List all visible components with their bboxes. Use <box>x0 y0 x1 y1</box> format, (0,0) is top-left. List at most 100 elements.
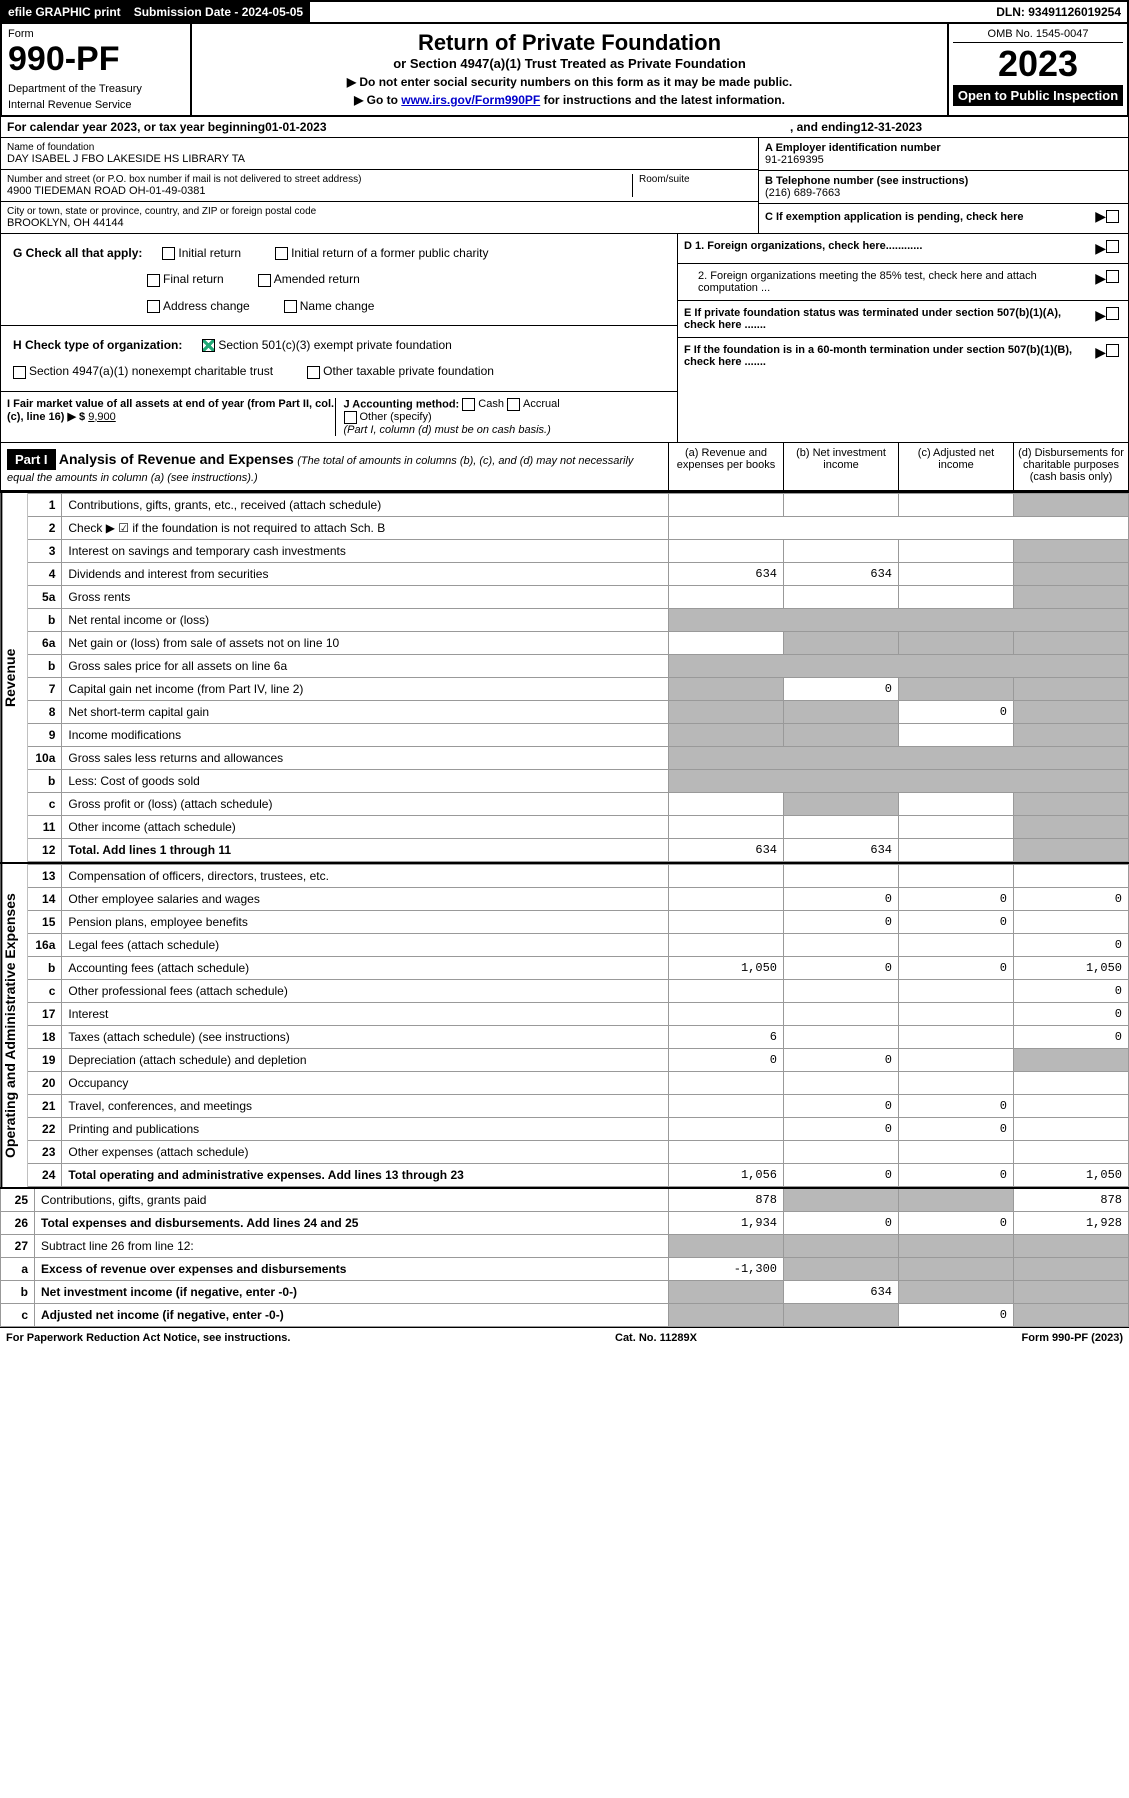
table-row: 9Income modifications <box>28 723 1129 746</box>
row-number: b <box>28 769 62 792</box>
e-checkbox[interactable] <box>1106 307 1119 320</box>
merged-cell <box>669 608 1129 631</box>
g-address-checkbox[interactable] <box>147 300 160 313</box>
table-row: 21Travel, conferences, and meetings00 <box>28 1094 1129 1117</box>
cell-col-c: 0 <box>899 1163 1014 1186</box>
row-number: 2 <box>28 516 62 539</box>
table-row: cAdjusted net income (if negative, enter… <box>1 1303 1129 1326</box>
row-label: Total. Add lines 1 through 11 <box>62 838 669 861</box>
g-opt-name: Name change <box>300 299 375 313</box>
h-4947-checkbox[interactable] <box>13 366 26 379</box>
h-501c3-checkbox[interactable] <box>202 339 215 352</box>
h-other-checkbox[interactable] <box>307 366 320 379</box>
i-label: I Fair market value of all assets at end… <box>7 398 334 423</box>
row-number: 4 <box>28 562 62 585</box>
cell-col-d <box>1014 700 1129 723</box>
row-label: Pension plans, employee benefits <box>62 910 669 933</box>
cell-col-b <box>784 1234 899 1257</box>
cell-col-c <box>899 792 1014 815</box>
cell-col-a <box>669 1071 784 1094</box>
row-label: Less: Cost of goods sold <box>62 769 669 792</box>
d1-label: D 1. Foreign organizations, check here..… <box>684 240 1095 257</box>
row-label: Other income (attach schedule) <box>62 815 669 838</box>
dln-label: DLN: 93491126019254 <box>990 2 1127 22</box>
g-final-checkbox[interactable] <box>147 274 160 287</box>
cell-col-b <box>784 792 899 815</box>
cell-col-a <box>669 1280 784 1303</box>
g-amended-checkbox[interactable] <box>258 274 271 287</box>
form-header: Form 990-PF Department of the Treasury I… <box>0 24 1129 117</box>
cell-col-b <box>784 864 899 887</box>
form-subtitle: or Section 4947(a)(1) Trust Treated as P… <box>198 56 941 71</box>
row-number: b <box>28 608 62 631</box>
cell-col-a: 6 <box>669 1025 784 1048</box>
cell-col-b: 0 <box>784 910 899 933</box>
form990pf-link[interactable]: www.irs.gov/Form990PF <box>401 93 540 107</box>
row-number: b <box>1 1280 35 1303</box>
cell-col-c <box>899 631 1014 654</box>
row-number: 19 <box>28 1048 62 1071</box>
cal-begin: 01-01-2023 <box>265 120 326 134</box>
h-opt-4947: Section 4947(a)(1) nonexempt charitable … <box>29 364 273 378</box>
cell-col-a <box>669 1303 784 1326</box>
col-d-header: (d) Disbursements for charitable purpose… <box>1013 443 1128 490</box>
j-note: (Part I, column (d) must be on cash basi… <box>344 424 551 436</box>
net-table: 25Contributions, gifts, grants paid87887… <box>0 1187 1129 1327</box>
table-row: cOther professional fees (attach schedul… <box>28 979 1129 1002</box>
row-number: 7 <box>28 677 62 700</box>
row-number: 8 <box>28 700 62 723</box>
cal-pre: For calendar year 2023, or tax year begi… <box>7 120 265 134</box>
cell-col-a <box>669 1094 784 1117</box>
cell-col-a <box>669 864 784 887</box>
merged-cell <box>669 746 1129 769</box>
cell-col-c: 0 <box>899 956 1014 979</box>
h-label: H Check type of organization: <box>13 338 182 352</box>
table-row: 19Depreciation (attach schedule) and dep… <box>28 1048 1129 1071</box>
ein-value: 91-2169395 <box>765 154 1122 166</box>
cell-col-b: 634 <box>784 562 899 585</box>
j-opt-cash: Cash <box>478 398 504 410</box>
h-opt-other: Other taxable private foundation <box>323 364 494 378</box>
line2-pre: ▶ Go to <box>354 93 401 107</box>
cell-col-d <box>1014 1234 1129 1257</box>
d2-checkbox[interactable] <box>1106 270 1119 283</box>
j-other-checkbox[interactable] <box>344 411 357 424</box>
cell-col-d: 0 <box>1014 979 1129 1002</box>
cell-col-d <box>1014 723 1129 746</box>
cell-col-c <box>899 838 1014 861</box>
cell-col-a <box>669 815 784 838</box>
row-number: 26 <box>1 1211 35 1234</box>
cell-col-d <box>1014 1303 1129 1326</box>
row-label: Depreciation (attach schedule) and deple… <box>62 1048 669 1071</box>
cell-col-c <box>899 1257 1014 1280</box>
f-checkbox[interactable] <box>1106 344 1119 357</box>
i-value: 9,900 <box>88 411 116 423</box>
d1-checkbox[interactable] <box>1106 240 1119 253</box>
c-label: C If exemption application is pending, c… <box>765 211 1095 223</box>
g-initial-checkbox[interactable] <box>162 247 175 260</box>
cell-col-a: -1,300 <box>669 1257 784 1280</box>
cell-col-c <box>899 1280 1014 1303</box>
calendar-year-row: For calendar year 2023, or tax year begi… <box>0 117 1129 138</box>
cell-col-d: 0 <box>1014 1025 1129 1048</box>
phone-value: (216) 689-7663 <box>765 187 1122 199</box>
table-row: 2Check ▶ ☑ if the foundation is not requ… <box>28 516 1129 539</box>
j-accrual-checkbox[interactable] <box>507 398 520 411</box>
j-cash-checkbox[interactable] <box>462 398 475 411</box>
name-label: Name of foundation <box>7 142 752 153</box>
cell-col-c <box>899 1140 1014 1163</box>
row-label: Net short-term capital gain <box>62 700 669 723</box>
street-address: 4900 TIEDEMAN ROAD OH-01-49-0381 <box>7 185 632 197</box>
form-title-box: Return of Private Foundation or Section … <box>192 24 947 115</box>
cell-col-c <box>899 493 1014 516</box>
row-number: 22 <box>28 1117 62 1140</box>
e-label: E If private foundation status was termi… <box>684 307 1095 331</box>
g-initial-former-checkbox[interactable] <box>275 247 288 260</box>
table-row: bNet rental income or (loss) <box>28 608 1129 631</box>
cell-col-c <box>899 677 1014 700</box>
g-name-checkbox[interactable] <box>284 300 297 313</box>
g-label: G Check all that apply: <box>13 246 142 260</box>
cell-col-c <box>899 933 1014 956</box>
cell-col-d <box>1014 1071 1129 1094</box>
c-checkbox[interactable] <box>1106 210 1119 223</box>
